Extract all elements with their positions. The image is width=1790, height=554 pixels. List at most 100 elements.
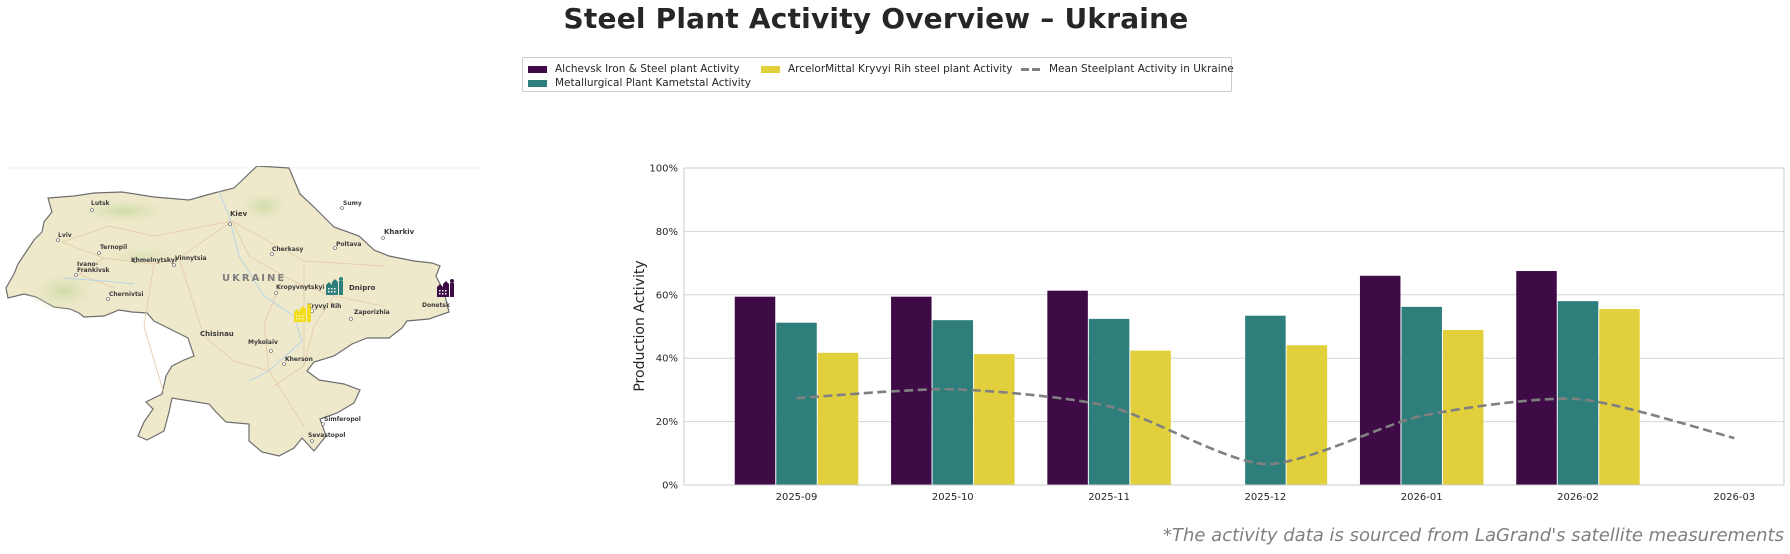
city-label: Ivano- — [77, 261, 99, 268]
city-label: Khmelnytskyi — [131, 257, 177, 264]
legend-swatch-arcelormittal — [761, 65, 780, 73]
bars — [734, 271, 1640, 485]
x-tick-label: 2025-12 — [1245, 492, 1287, 503]
bar-metallurgical-plant-kametstal-activity — [1245, 315, 1286, 485]
city-dot — [381, 236, 385, 240]
ukraine-map: Lutsk Kiev Lviv Ternopil Ivano- Frankivs… — [4, 165, 484, 486]
bar-arcelormittal-kryvyi-rih-steel-plant-activity — [1130, 350, 1171, 485]
city-dot — [172, 263, 176, 267]
bar-metallurgical-plant-kametstal-activity — [776, 322, 817, 485]
y-tick-label: 40% — [656, 354, 678, 365]
city-dot — [340, 206, 344, 210]
mean-activity-line — [796, 387, 1735, 466]
city-label: Kryvyi Rih — [307, 303, 341, 310]
city-label: Sevastopol — [308, 432, 345, 439]
terrain-north — [64, 196, 184, 226]
city-label: Zaporizhia — [354, 309, 390, 316]
city-label: Lutsk — [91, 200, 111, 207]
map-canvas: Lutsk Kiev Lviv Ternopil Ivano- Frankivs… — [4, 165, 484, 457]
bar-arcelormittal-kryvyi-rih-steel-plant-activity — [817, 352, 859, 485]
axes: 0% 20% 40% 60% 80% 100% 2025-09 2025-10 2025-11 2… — [649, 164, 1785, 503]
city-label: Kropyvnytskyi — [276, 284, 324, 291]
x-tick-label: 2026-01 — [1401, 492, 1443, 503]
city-label: Mykolaiv — [248, 339, 278, 346]
legend-item-alchevsk: Alchevsk Iron & Steel plant Activity — [528, 63, 740, 75]
y-axis-label: Production Activity — [632, 260, 648, 391]
city-label: Kharkiv — [384, 228, 415, 236]
bar-alchevsk-iron-steel-plant-activity — [1516, 271, 1557, 485]
city-label: Sumy — [343, 200, 362, 207]
y-tick-label: 60% — [656, 290, 678, 301]
bar-metallurgical-plant-kametstal-activity — [1401, 306, 1442, 485]
city-dot — [282, 362, 286, 366]
legend-item-kametstal: Metallurgical Plant Kametstal Activity — [528, 77, 751, 89]
footnote: *The activity data is sourced from LaGra… — [1162, 525, 1784, 546]
city-dot — [269, 349, 273, 353]
city-dot — [321, 422, 325, 426]
city-label: Dnipro — [349, 284, 376, 292]
city-dot — [74, 273, 78, 277]
legend-swatch-kametstal — [528, 79, 547, 87]
city-dot — [56, 238, 60, 242]
y-tick-label: 0% — [662, 481, 678, 492]
terrain-central — [94, 244, 194, 268]
chart-legend: Alchevsk Iron & Steel plant Activity Met… — [522, 57, 1234, 92]
legend-label: Mean Steelplant Activity in Ukraine — [1049, 63, 1234, 75]
terrain-carpathians — [24, 269, 104, 313]
legend-dash-mean — [1021, 66, 1041, 73]
city-label: Frankivsk — [77, 267, 111, 274]
y-tick-label: 80% — [656, 227, 678, 238]
factory-icon-arcelormittal[interactable] — [294, 304, 311, 322]
ukraine-country-shape — [5, 165, 450, 457]
city-label: Simferopol — [324, 416, 361, 423]
city-label: Kherson — [285, 356, 313, 363]
city-dot — [349, 317, 353, 321]
x-tick-label: 2026-03 — [1713, 492, 1755, 503]
legend-label: ArcelorMittal Kryvyi Rih steel plant Act… — [788, 63, 1013, 75]
city-dot — [333, 246, 337, 250]
city-dot — [274, 291, 278, 295]
city-dot — [90, 208, 94, 212]
bar-metallurgical-plant-kametstal-activity — [1088, 318, 1130, 485]
city-dot — [106, 297, 110, 301]
city-dot — [133, 259, 137, 263]
factory-icon-alchevsk[interactable] — [437, 279, 454, 297]
city-label: Poltava — [336, 241, 361, 248]
x-tick-label: 2025-10 — [932, 492, 974, 503]
bar-metallurgical-plant-kametstal-activity — [932, 320, 974, 485]
city-dot — [228, 222, 232, 226]
legend-item-mean: Mean Steelplant Activity in Ukraine — [1021, 63, 1234, 75]
bar-alchevsk-iron-steel-plant-activity — [1047, 290, 1088, 485]
x-tick-label: 2025-09 — [776, 492, 818, 503]
bar-metallurgical-plant-kametstal-activity — [1557, 301, 1599, 485]
city-dot — [310, 439, 314, 443]
bar-alchevsk-iron-steel-plant-activity — [734, 296, 776, 485]
map-roads — [61, 220, 385, 427]
x-tick-label: 2025-11 — [1088, 492, 1130, 503]
legend-item-arcelormittal: ArcelorMittal Kryvyi Rih steel plant Act… — [761, 63, 1013, 75]
chart-title: Steel Plant Activity Overview – Ukraine — [563, 2, 1189, 35]
city-label: Donetsk — [422, 302, 451, 309]
y-tick-label: 20% — [656, 417, 678, 428]
country-label: UKRAINE — [222, 273, 286, 284]
city-markers — [56, 206, 385, 443]
city-dot — [97, 251, 101, 255]
y-tick-label: 100% — [649, 164, 678, 175]
x-tick-label: 2026-02 — [1557, 492, 1599, 503]
bar-arcelormittal-kryvyi-rih-steel-plant-activity — [1286, 345, 1328, 485]
legend-label: Metallurgical Plant Kametstal Activity — [555, 77, 752, 89]
bar-arcelormittal-kryvyi-rih-steel-plant-activity — [974, 354, 1015, 485]
factory-icon-kametstal[interactable] — [326, 277, 343, 295]
city-label: Vinnytsia — [175, 255, 207, 262]
terrain-northeast — [234, 188, 294, 224]
city-label: Cherkasy — [272, 246, 303, 253]
city-label: Ternopil — [100, 244, 127, 251]
city-dot — [270, 252, 274, 256]
city-label: Chernivtsi — [109, 291, 143, 298]
bar-arcelormittal-kryvyi-rih-steel-plant-activity — [1599, 309, 1640, 485]
legend-label: Alchevsk Iron & Steel plant Activity — [555, 63, 740, 75]
city-label: Kiev — [230, 210, 248, 218]
legend-swatch-alchevsk — [528, 65, 547, 73]
